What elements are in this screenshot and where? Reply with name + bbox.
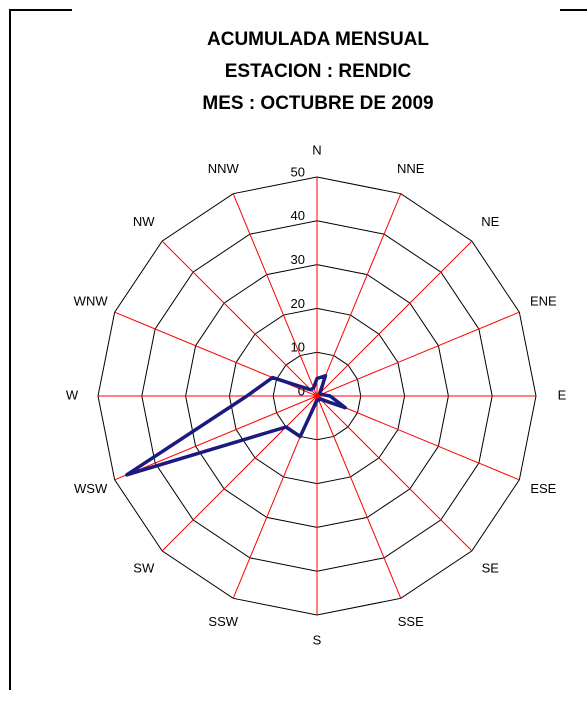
tick-label: 30 <box>291 252 305 267</box>
spoke <box>316 395 520 481</box>
spoke <box>316 193 402 397</box>
spoke <box>161 240 318 397</box>
chart-title: ACUMULADA MENSUAL <box>207 29 429 50</box>
category-label: S <box>313 632 322 647</box>
frame <box>9 9 587 690</box>
chart-title: MES : OCTUBRE DE 2009 <box>202 93 433 114</box>
chart-title: ESTACION : RENDIC <box>225 61 412 82</box>
spoke <box>316 240 473 397</box>
spoke <box>232 193 318 397</box>
category-label: ESE <box>530 481 556 496</box>
category-label: NW <box>133 214 155 229</box>
category-label: N <box>312 142 321 157</box>
category-label: NNE <box>397 161 425 176</box>
category-label: SSW <box>208 614 238 629</box>
category-label: ENE <box>530 294 557 309</box>
category-label: SE <box>482 561 500 576</box>
category-label: WNW <box>74 294 109 309</box>
category-label: NNW <box>208 161 240 176</box>
spoke <box>161 395 318 552</box>
category-label: W <box>66 387 79 402</box>
tick-label: 10 <box>291 340 305 355</box>
spoke <box>114 395 318 481</box>
category-label: E <box>558 387 567 402</box>
spoke <box>316 395 473 552</box>
category-label: SW <box>133 561 155 576</box>
tick-label: 40 <box>291 208 305 223</box>
category-label: SSE <box>398 614 424 629</box>
series-line <box>125 374 348 477</box>
spoke <box>316 311 520 397</box>
category-label: NE <box>481 214 499 229</box>
tick-label: 20 <box>291 296 305 311</box>
tick-label: 0 <box>298 383 305 398</box>
category-label: WSW <box>74 481 108 496</box>
tick-label: 50 <box>291 164 305 179</box>
spoke <box>316 395 402 599</box>
